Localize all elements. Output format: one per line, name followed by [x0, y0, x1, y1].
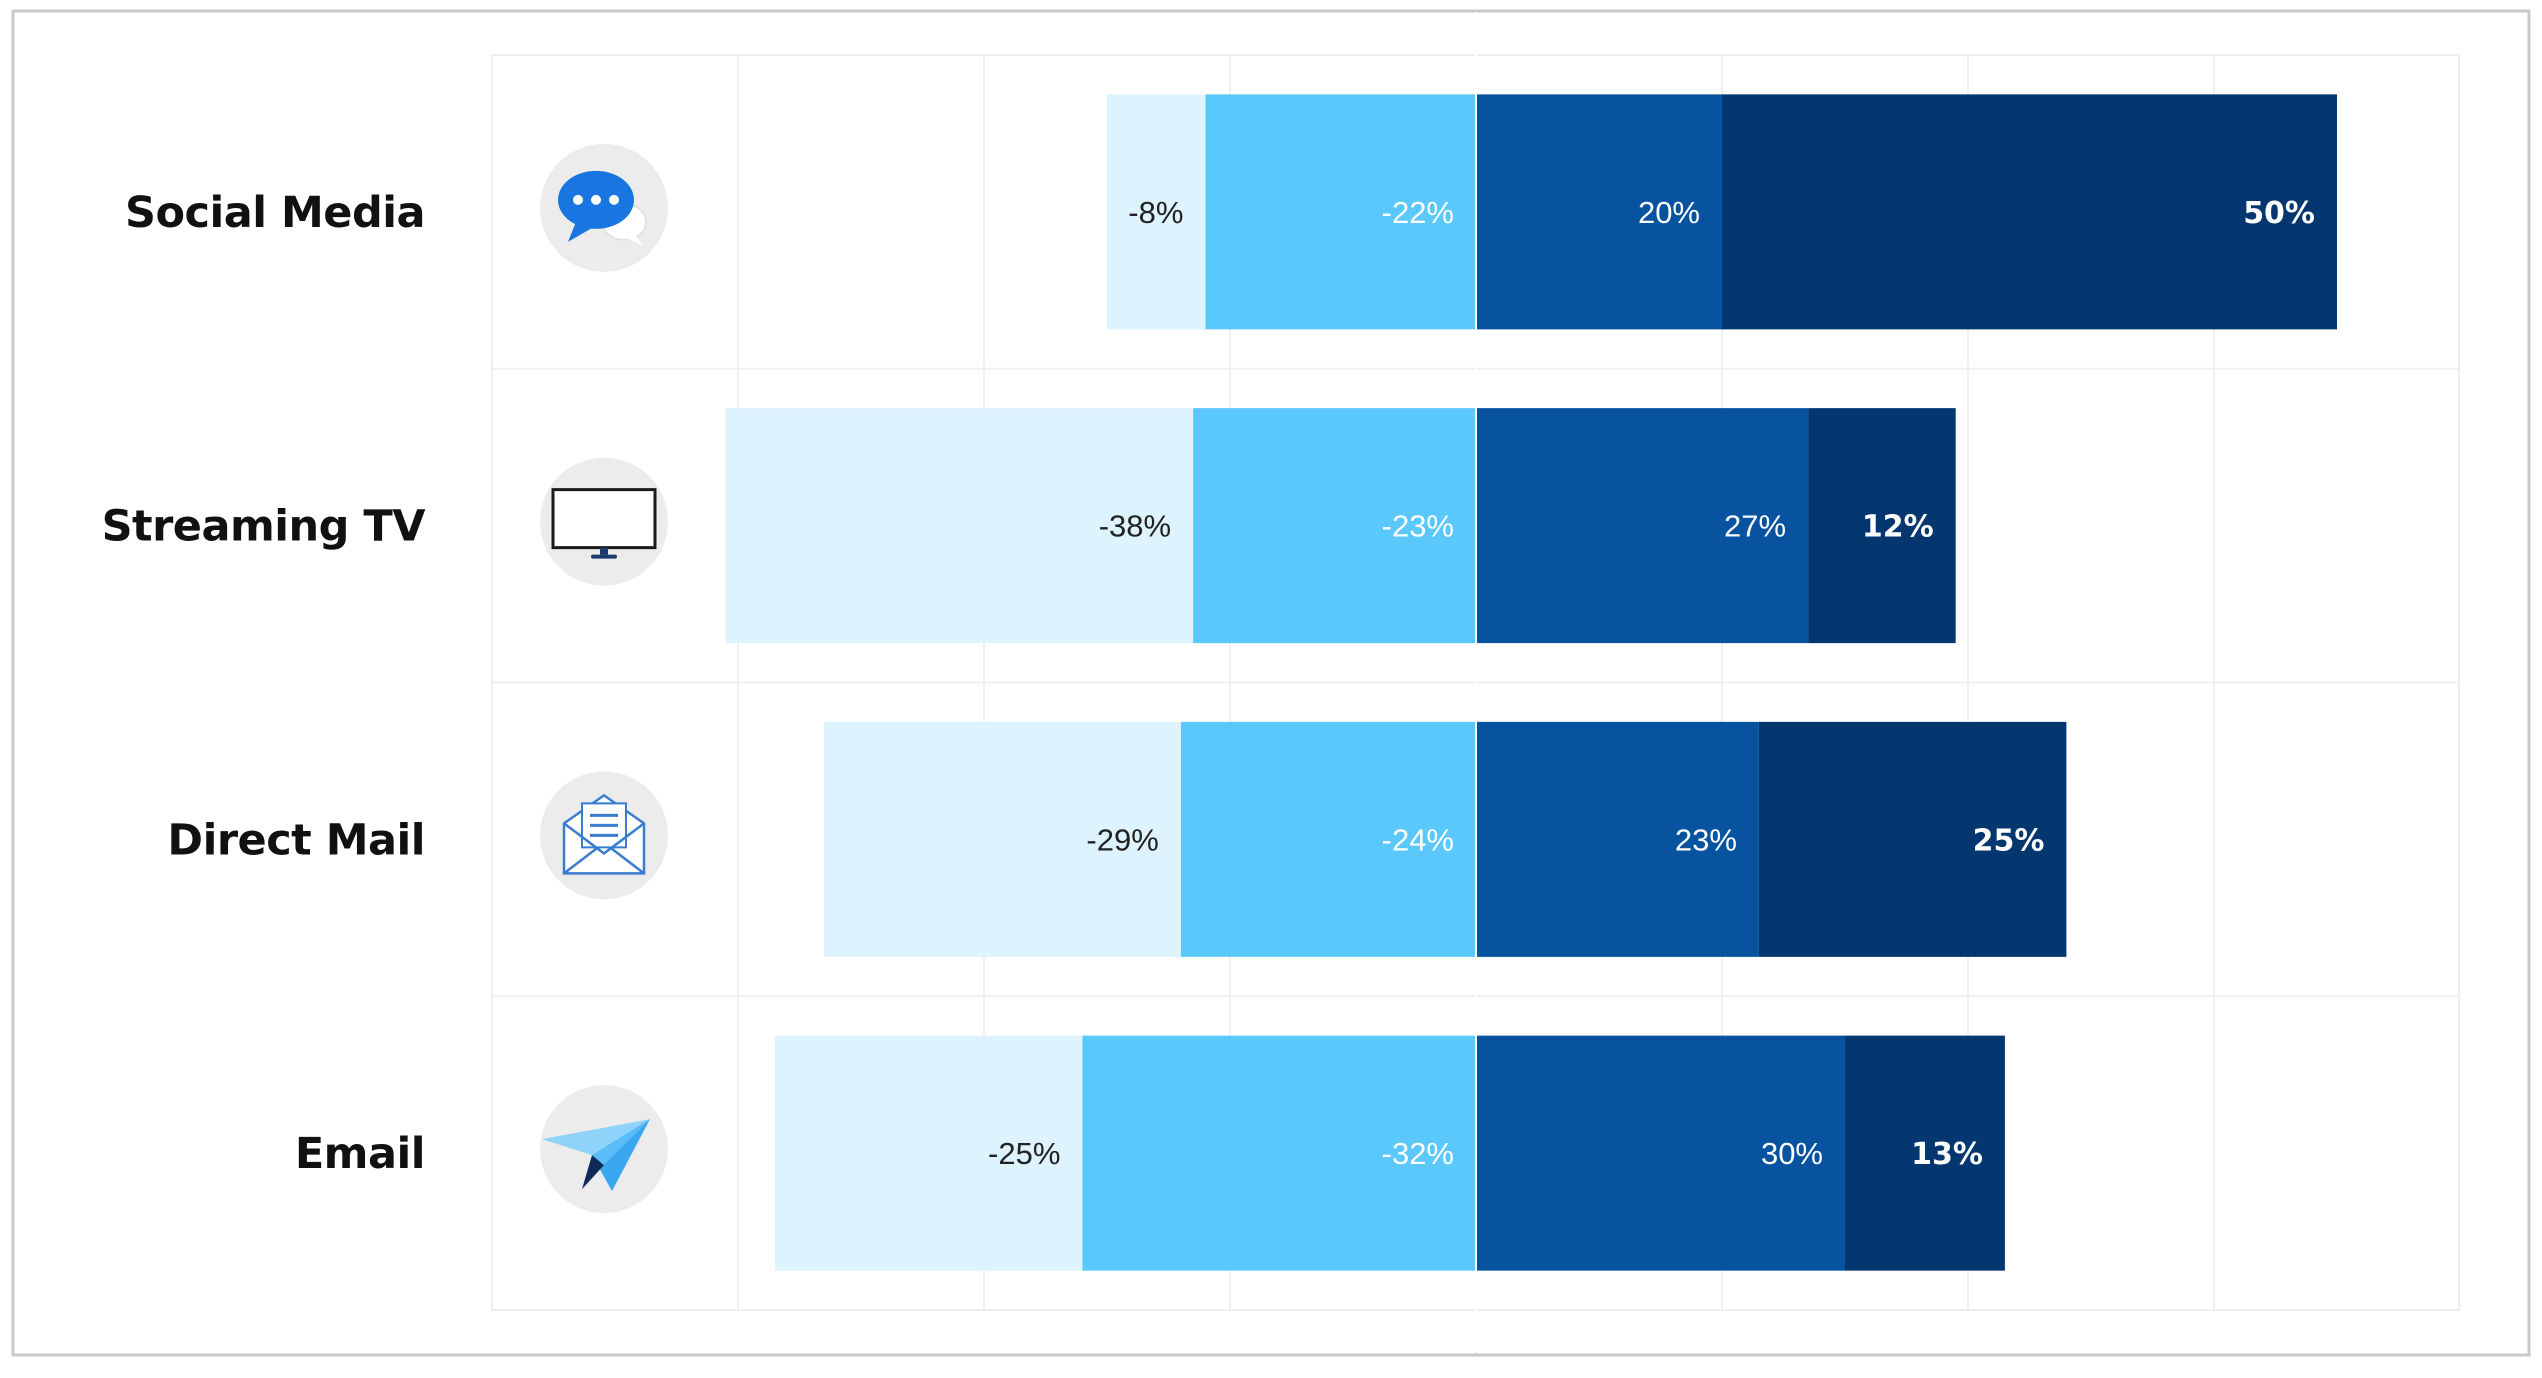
category-label: Streaming TV — [102, 502, 427, 552]
bar-neg_outer — [774, 1035, 1083, 1271]
category-label: Email — [295, 1129, 425, 1179]
bar-pos_outer — [1722, 94, 2337, 330]
bar-neg_outer — [1107, 94, 1206, 330]
value-label: 30% — [1761, 1136, 1823, 1171]
value-label: -38% — [1099, 509, 1171, 544]
bar-neg_outer — [725, 408, 1194, 644]
bar-pos_outer — [1758, 721, 2067, 957]
bar-neg_inner — [1180, 721, 1476, 957]
value-label: 25% — [1973, 823, 2045, 858]
bar-pos_inner — [1476, 721, 1759, 957]
bar-neg_inner — [1193, 408, 1476, 644]
category-label: Direct Mail — [167, 815, 425, 865]
bar-pos_inner — [1476, 94, 1722, 330]
value-label: 23% — [1675, 822, 1737, 857]
chat-bubble-icon — [540, 143, 668, 272]
bar-pos_inner — [1476, 408, 1809, 644]
bar-pos_outer — [1808, 408, 1956, 644]
labels: Social Media -22% -8% 20% 50% Streaming TV -23… — [102, 188, 2315, 1179]
value-label: -22% — [1382, 195, 1454, 230]
category-label: Social Media — [125, 188, 425, 238]
value-label: -8% — [1128, 195, 1183, 230]
value-label: -25% — [988, 1136, 1060, 1171]
value-label: -29% — [1086, 822, 1158, 857]
bar-neg_inner — [1205, 94, 1476, 330]
television-icon — [540, 457, 668, 586]
category-icons — [540, 143, 668, 1214]
value-label: -32% — [1382, 1136, 1454, 1171]
value-label: 13% — [1911, 1137, 1983, 1172]
bar-pos_outer — [1845, 1035, 2005, 1271]
value-label: 20% — [1638, 195, 1700, 230]
bar-segments — [725, 12, 2337, 1352]
value-label: -23% — [1382, 509, 1454, 544]
envelope-icon — [540, 771, 668, 900]
value-label: 27% — [1724, 509, 1786, 544]
bar-neg_inner — [1082, 1035, 1476, 1271]
value-label: 12% — [1862, 510, 1934, 545]
value-label: -24% — [1382, 822, 1454, 857]
value-label: 50% — [2243, 196, 2315, 231]
bar-neg_outer — [824, 721, 1181, 957]
paper-plane-icon — [540, 1085, 668, 1214]
bar-pos_inner — [1476, 1035, 1845, 1271]
